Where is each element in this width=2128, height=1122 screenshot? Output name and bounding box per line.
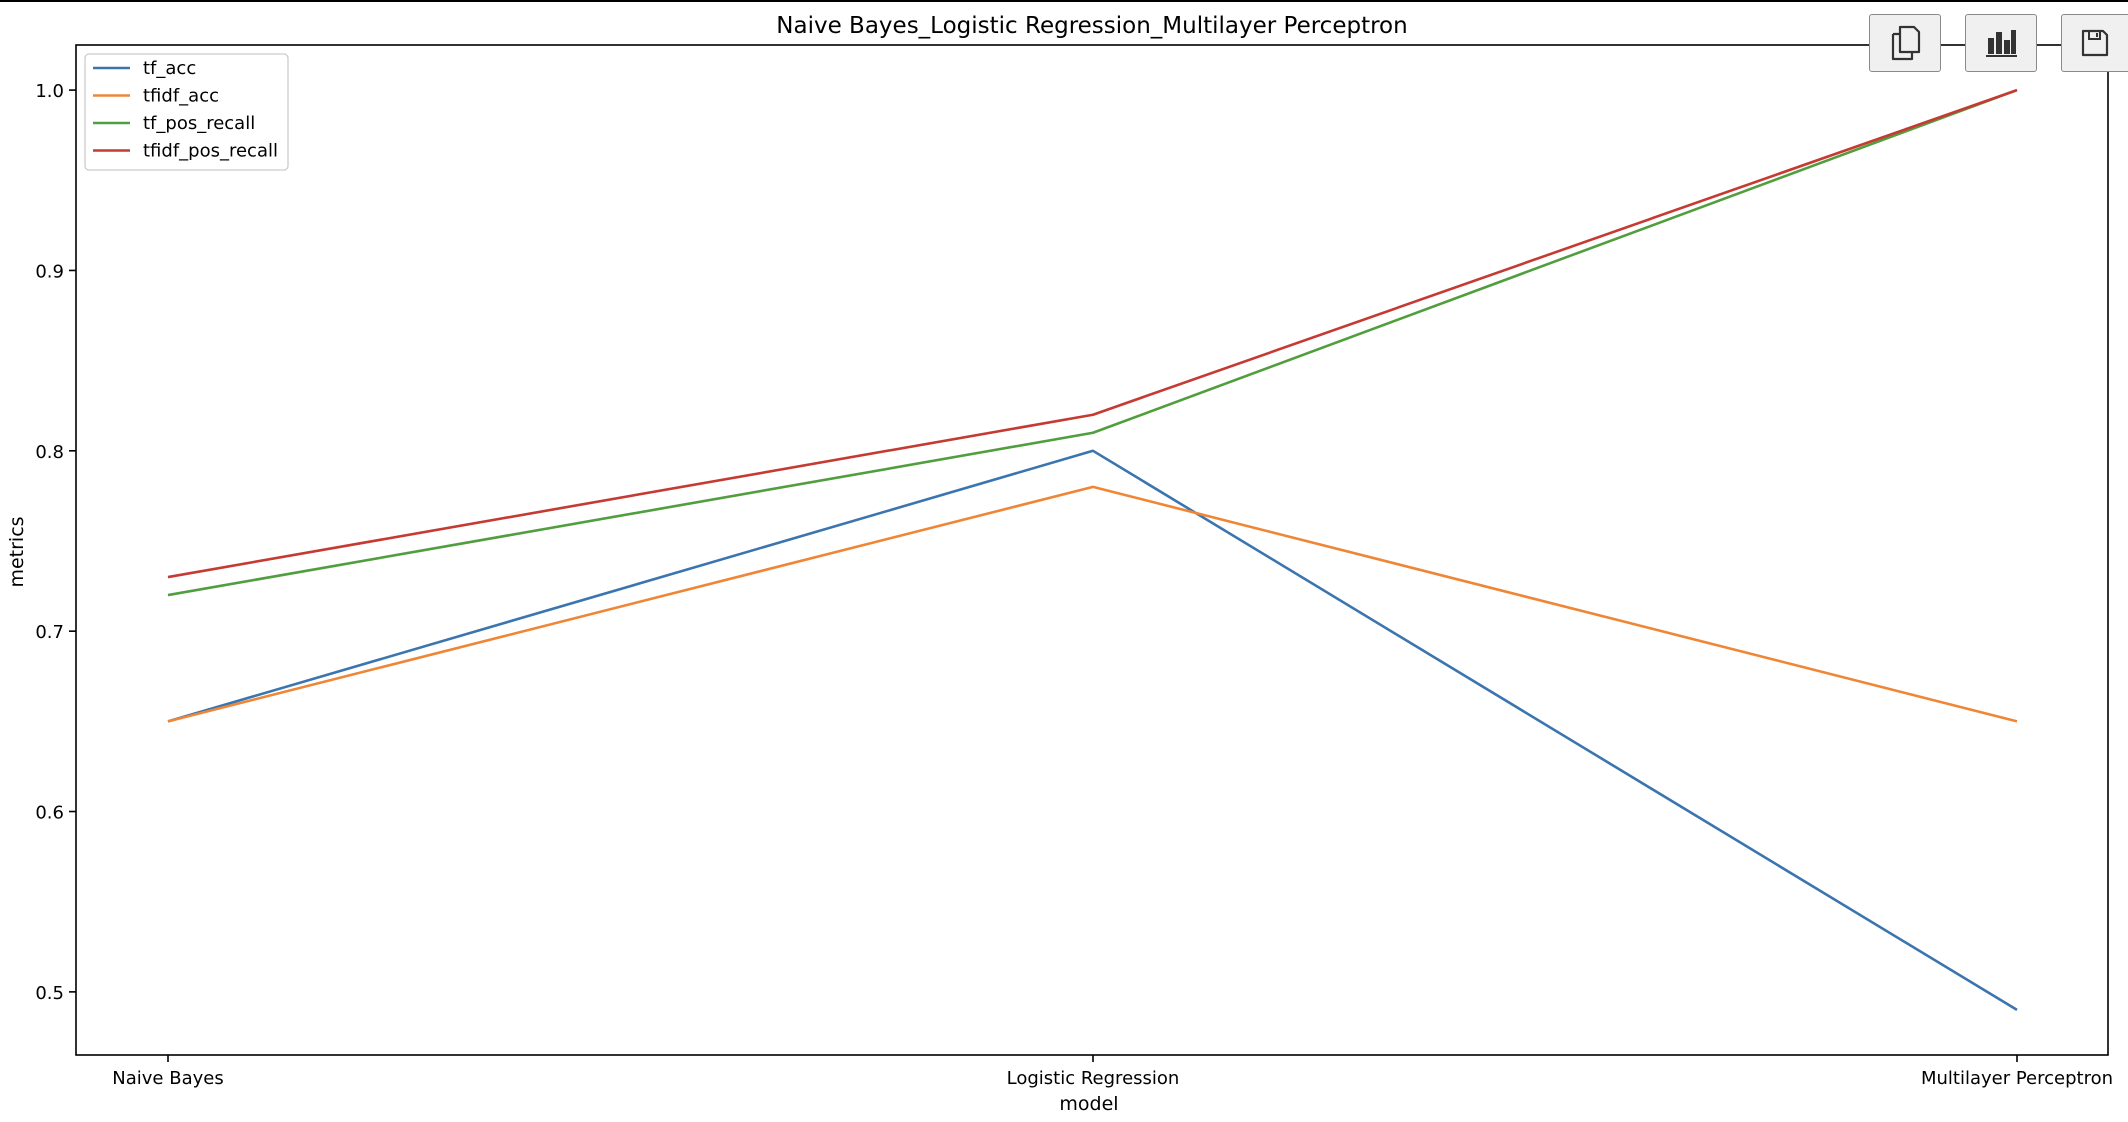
- series-line-tf-acc: [167, 449, 2018, 1012]
- legend-label: tfidf_acc: [143, 86, 219, 107]
- legend: tf_acc tfidf_acc tf_pos_recall tfidf_pos_re…: [84, 53, 289, 171]
- series-line-tfidf-acc: [167, 485, 2018, 723]
- y-tick-label: 0.7: [35, 622, 64, 643]
- legend-label: tf_acc: [143, 58, 196, 79]
- series-line-tf-pos-recall: [167, 88, 2018, 597]
- chart-title: Naive Bayes_Logistic Regression_Multilay…: [776, 13, 1407, 39]
- y-tick-label: 1.0: [35, 81, 64, 102]
- x-tick-label: Multilayer Perceptron: [1921, 1068, 2113, 1089]
- x-tick-label: Logistic Regression: [1007, 1068, 1180, 1089]
- legend-box: [84, 53, 289, 171]
- x-axis: Naive Bayes Logistic Regression Multilayer…: [112, 1055, 2113, 1089]
- y-tick-label: 0.8: [35, 442, 64, 463]
- series-line-tfidf-pos-recall: [167, 88, 2018, 579]
- series-lines: [167, 88, 2018, 1012]
- bar-chart-icon: [1986, 30, 2017, 57]
- copy-icon: [1891, 25, 1921, 61]
- save-button[interactable]: [2061, 14, 2128, 72]
- x-tick-label: Naive Bayes: [112, 1068, 223, 1089]
- y-axis-label: metrics: [6, 516, 28, 587]
- chart-button[interactable]: [1965, 14, 2037, 72]
- y-tick-label: 0.5: [35, 983, 64, 1004]
- legend-label: tf_pos_recall: [143, 113, 255, 134]
- plot-area: [75, 44, 2109, 1056]
- y-tick-label: 0.6: [35, 803, 64, 824]
- x-axis-label: model: [1059, 1093, 1118, 1115]
- y-axis: 0.5 0.6 0.7 0.8 0.9 1.0: [35, 81, 76, 1004]
- y-tick-label: 0.9: [35, 261, 64, 282]
- copy-button[interactable]: [1869, 14, 1941, 72]
- save-icon: [2081, 29, 2109, 57]
- legend-label: tfidf_pos_recall: [143, 141, 278, 162]
